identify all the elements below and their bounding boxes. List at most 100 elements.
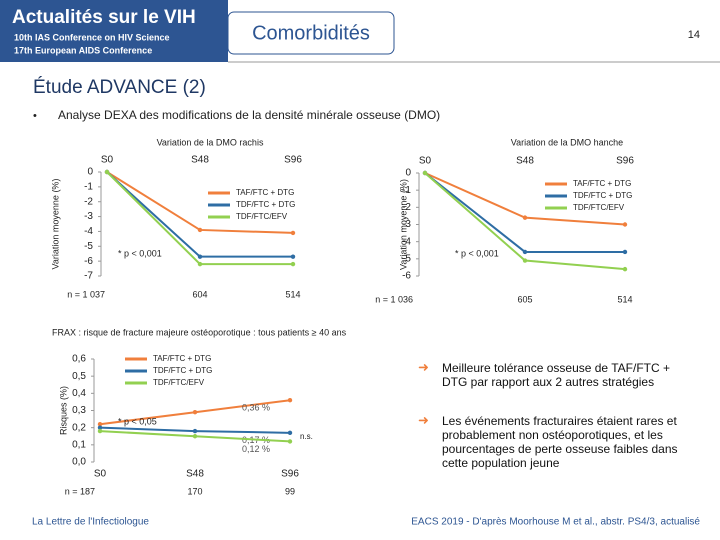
n-label: 604: [192, 289, 207, 299]
y-tick-label: -3: [84, 211, 93, 222]
conference: 10th IAS Conference on HIV Science: [14, 32, 170, 42]
x-tick-label: S0: [94, 469, 107, 480]
section-title: Comorbidités: [252, 22, 370, 44]
y-tick-label: -4: [84, 226, 93, 237]
y-axis-label: Variation moyenne (%): [50, 179, 60, 270]
x-tick-label: S48: [191, 155, 209, 166]
x-tick-label: S0: [101, 155, 114, 166]
point: Les événements fracturaires étaient rare…: [442, 414, 678, 470]
value-label: 0,12 %: [242, 444, 270, 454]
section-box: [227, 11, 395, 55]
point: [287, 398, 293, 403]
x-tick-label: S96: [616, 156, 634, 167]
y-axis-label: Variation moyenne (%): [398, 179, 408, 270]
point: [287, 439, 293, 444]
legend-label: TAF/FTC + DTG: [573, 179, 631, 188]
annotation: * p < 0,001: [455, 248, 499, 258]
arrow: ➜: [418, 412, 429, 427]
n-label: 514: [285, 289, 300, 299]
y-tick-label: 0,5: [72, 371, 86, 382]
legend-label: TDF/FTC/EFV: [236, 212, 288, 221]
point: [522, 215, 528, 220]
chart-title: FRAX : risque de fracture majeure ostéop…: [52, 327, 347, 337]
n-label: n = 1 036: [375, 294, 413, 304]
y-tick-label: -1: [402, 185, 411, 196]
y-tick-label: -3: [402, 219, 411, 230]
footer-right: EACS 2019 - D'après Moorhouse M et al., …: [411, 517, 700, 528]
x-tick-label: S0: [419, 156, 432, 167]
n-label: 99: [285, 486, 295, 496]
legend-label: TDF/FTC + DTG: [236, 200, 295, 209]
n-label: n = 1 037: [67, 289, 105, 299]
y-tick-label: -4: [402, 236, 411, 247]
annotation: * p < 0,001: [118, 248, 162, 258]
y-tick-label: -2: [84, 196, 93, 207]
point: [192, 428, 198, 434]
point: [290, 230, 296, 236]
brand: Actualités sur le VIH: [12, 7, 196, 28]
point: [192, 434, 198, 439]
y-tick-label: 0,1: [72, 439, 86, 450]
y-tick-label: 0,0: [72, 457, 86, 468]
point: [622, 222, 628, 227]
point: [104, 169, 110, 175]
x-tick-label: S96: [284, 155, 302, 166]
arrow: ➜: [418, 359, 429, 374]
point: [290, 261, 296, 267]
note: n.s.: [300, 432, 313, 441]
point: [197, 261, 203, 267]
chart-title: Variation de la DMO hanche: [511, 137, 623, 147]
x-tick-label: S96: [281, 469, 299, 480]
n-label: 170: [187, 486, 202, 496]
y-tick-label: -5: [402, 253, 411, 264]
annotation: * p < 0,05: [118, 416, 157, 426]
y-tick-label: 0: [405, 168, 411, 179]
y-tick-label: -5: [84, 241, 93, 252]
y-axis-label: Risques (%): [58, 386, 68, 435]
slide-title: Étude ADVANCE (2): [33, 77, 206, 98]
point: [97, 422, 103, 427]
bullet: Analyse DEXA des modifications de la den…: [58, 108, 440, 122]
legend-label: TAF/FTC + DTG: [153, 354, 211, 363]
point: [622, 266, 628, 272]
y-tick-label: -6: [402, 271, 411, 282]
point: [197, 227, 203, 233]
n-label: 605: [517, 294, 532, 304]
y-tick-label: 0: [87, 167, 93, 178]
legend-label: TAF/FTC + DTG: [236, 188, 294, 197]
y-tick-label: 0,3: [72, 405, 86, 416]
point: [522, 249, 528, 255]
point: [197, 254, 203, 259]
point: [287, 430, 293, 436]
point: [522, 258, 528, 263]
value-label: 0,36 %: [242, 403, 270, 413]
point: [97, 428, 103, 434]
n-label: 514: [617, 294, 632, 304]
brand-banner: [0, 0, 228, 62]
y-tick-label: -2: [402, 202, 411, 213]
point: [422, 170, 428, 176]
y-tick-label: 0,2: [72, 422, 86, 433]
page-number: 14: [688, 29, 700, 41]
chart-title: Variation de la DMO rachis: [157, 137, 264, 147]
y-tick-label: 0,6: [72, 354, 86, 365]
legend-label: TDF/FTC + DTG: [153, 366, 212, 375]
conference: 17th European AIDS Conference: [14, 45, 152, 55]
point: [192, 410, 198, 415]
footer-left: La Lettre de l'Infectiologue: [32, 517, 149, 528]
point: [290, 254, 296, 259]
x-tick-label: S48: [186, 469, 204, 480]
y-tick-label: -1: [84, 181, 93, 192]
y-tick-label: -6: [84, 256, 93, 267]
y-tick-label: 0,4: [72, 388, 86, 399]
n-label: n = 187: [65, 486, 95, 496]
legend-label: TDF/FTC/EFV: [573, 203, 625, 212]
point: [622, 249, 628, 255]
legend-label: TDF/FTC + DTG: [573, 191, 632, 200]
y-tick-label: -7: [84, 271, 93, 282]
point: [97, 425, 103, 430]
x-tick-label: S48: [516, 156, 534, 167]
point: Meilleure tolérance osseuse de TAF/FTC +…: [442, 361, 670, 389]
